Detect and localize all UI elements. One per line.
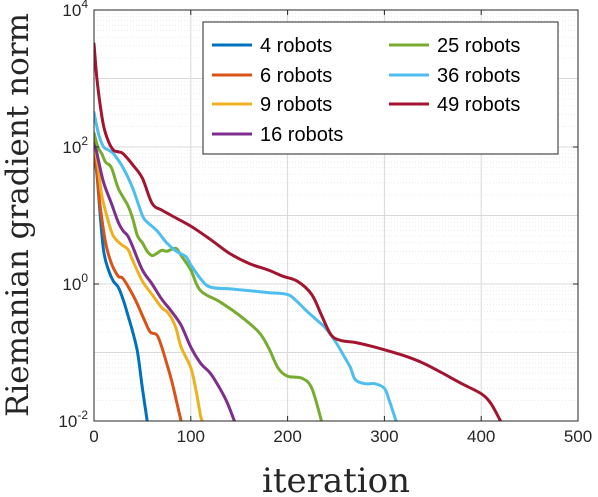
- x-tick-label: 300: [370, 427, 398, 446]
- series-line-49-robots: [94, 42, 503, 421]
- series-line-36-robots: [94, 110, 398, 421]
- plot-frame: [93, 9, 579, 422]
- x-axis-title: iteration: [262, 461, 410, 497]
- y-tick-label: 104: [62, 0, 88, 20]
- series-line-25-robots: [94, 131, 323, 421]
- y-tick-labels: 10-2 100 102 104: [58, 0, 88, 431]
- series-line-6-robots: [94, 148, 183, 421]
- legend-box: [202, 21, 559, 155]
- x-tick-label: 0: [89, 427, 98, 446]
- x-tick-label: 400: [467, 427, 495, 446]
- legend-label-9-robots: 9 robots: [260, 94, 332, 116]
- legend-label-6-robots: 6 robots: [260, 65, 332, 87]
- x-tick-label: 100: [177, 427, 205, 446]
- legend-label-36-robots: 36 robots: [437, 65, 520, 87]
- legend: 4 robots 6 robots 9 robots 16 robots 25 robo…: [202, 21, 559, 155]
- tick-layer: [93, 9, 579, 422]
- y-tick-label: 100: [62, 271, 88, 294]
- x-tick-label: 500: [564, 427, 592, 446]
- y-tick-label: 10-2: [58, 408, 88, 431]
- series-line-9-robots: [94, 142, 204, 421]
- legend-label-25-robots: 25 robots: [437, 35, 520, 57]
- legend-label-16-robots: 16 robots: [260, 124, 343, 146]
- legend-label-4-robots: 4 robots: [260, 35, 332, 57]
- series-line-16-robots: [94, 137, 236, 421]
- x-tick-label: 200: [273, 427, 301, 446]
- legend-label-49-robots: 49 robots: [437, 94, 520, 116]
- y-axis-title: Riemanian gradient norm: [0, 13, 36, 417]
- x-tick-labels: 0 100 200 300 400 500: [89, 427, 592, 446]
- series-layer: [94, 42, 503, 421]
- y-tick-label: 102: [62, 134, 88, 157]
